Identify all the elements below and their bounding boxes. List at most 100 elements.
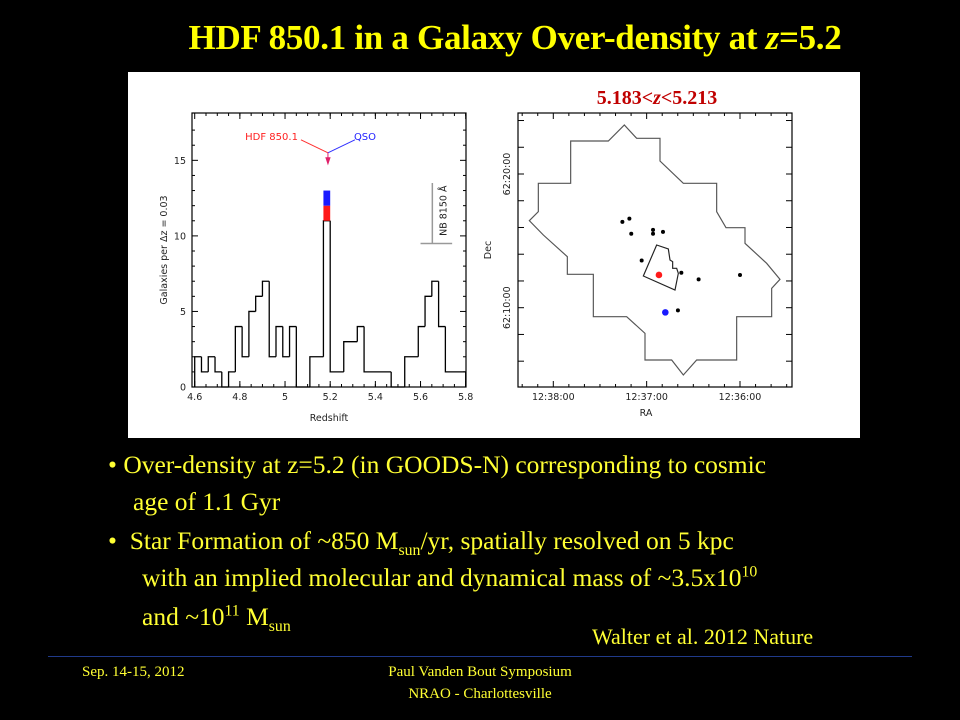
x-tick-label: 4.8 [232,392,247,403]
x-tick-label: 4.6 [187,392,202,403]
x-tick-label: 5.4 [368,392,383,403]
qso-label: QSO [354,132,376,143]
histogram-bin [322,220,331,357]
arrow-down-icon [325,152,331,166]
histogram-bin [309,356,324,387]
hdf850-bar-segment [323,205,331,221]
ra-tick-label: 12:36:00 [719,392,762,403]
bullet-1-line-1: • Over-density at z=5.2 (in GOODS-N) cor… [108,452,766,478]
bullet-icon: • [108,450,117,479]
histogram-frame [191,112,467,388]
filter-label: NB 8150 Å [437,185,449,236]
histogram-bin [356,325,365,342]
qso-point [662,309,669,316]
x-tick-label: 5.6 [413,392,428,403]
ra-tick-label: 12:37:00 [625,392,668,403]
histogram-bin [241,326,249,358]
histogram-bin [214,356,222,373]
map-xlabel: RA [640,408,653,419]
histogram-bins [194,220,467,388]
galaxy-point [738,272,742,277]
histogram-bin [207,356,216,372]
subscript: sun [268,618,291,636]
histogram-bin [275,325,283,357]
map-panel: 5.183<z<5.213 12:38:00 12:37:00 12:36:00 62… [483,87,793,419]
histogram-bin [417,325,426,357]
map-title: 5.183<z<5.213 [597,87,718,109]
bullet-2-line3-text: and ~10 [142,602,225,631]
qso-arrow-line [327,139,356,154]
x-tick-label: 5.8 [458,392,473,403]
histogram-bin [424,295,432,327]
histogram-bin [295,326,310,388]
bullet-2-line-3: and ~1011 Msun [142,602,291,634]
histogram-bin [200,356,209,373]
superscript: 10 [741,563,758,581]
histogram-bin [261,280,270,297]
map-ylabel: Dec [483,241,494,259]
map-points [620,216,742,316]
histogram-bin [404,356,419,387]
bullet-2-text: Star Formation of ~850 M [129,526,399,555]
title-suffix: =5.2 [778,18,842,57]
ra-tick-label: 12:38:00 [532,392,575,403]
histogram-bin [329,220,344,373]
histogram-bin [221,371,229,388]
histogram-bin [248,310,256,357]
histogram-bin [444,326,466,373]
histogram-bin [431,280,439,297]
histogram-bin [227,371,236,387]
figure: 4.6 4.8 5 5.2 5.4 5.6 5.8 0 5 10 15 HDF 850.1 QSO … [128,72,860,438]
histogram-bin [363,326,392,373]
histogram-bin [390,371,405,388]
histogram-bin [268,281,276,358]
bullet-2-line2-text: with an implied molecular and dynamical … [142,563,742,592]
x-tick-label: 5.2 [323,392,338,403]
bullet-2-line3-text-b: M [239,602,269,631]
histogram-bin [255,295,263,312]
histogram-bin [288,325,297,357]
y-tick-label: 10 [174,231,186,242]
galaxy-point [629,231,634,236]
footer-event: Paul Vanden Bout Symposium [388,664,572,680]
galaxy-point [639,258,644,263]
hdf850-point [655,271,663,279]
galaxy-point [696,277,701,282]
bullet-2-line-1: • Star Formation of ~850 Msun/yr, spatia… [108,526,734,559]
title-z: z [765,18,780,57]
bullet-2-line-2: with an implied molecular and dynamical … [142,563,758,592]
galaxy-point [675,308,680,313]
slide-title: HDF 850.1 in a Galaxy Over-density at z=… [0,18,960,58]
inner-field-outline [642,244,679,291]
dec-tick-label: 62:20:00 [502,153,513,196]
footer-date: Sep. 14-15, 2012 [82,664,185,680]
histogram-xlabel: Redshift [310,413,349,424]
bullet-2-text-b: /yr, spatially resolved on 5 kpc [420,526,734,555]
hdf-label: HDF 850.1 [245,132,298,143]
histogram-bin [194,356,202,387]
histogram-ticks: 4.6 4.8 5 5.2 5.4 5.6 5.8 0 5 10 15 [174,113,473,403]
bullet-icon: • [108,526,117,555]
galaxy-point [651,227,656,232]
galaxy-point [620,219,625,224]
histogram-bin [282,326,290,358]
histogram-bin [234,325,243,372]
galaxy-point [679,270,684,275]
qso-bar-segment [323,190,331,206]
subscript: sun [398,542,421,560]
histogram-bin [343,341,358,372]
galaxy-point [651,231,656,236]
histogram-bin [437,281,446,328]
superscript: 11 [224,602,240,620]
galaxy-point [660,229,665,234]
galaxy-point [627,216,632,221]
bullet-1-line-2: age of 1.1 Gyr [133,487,281,516]
dec-tick-label: 62:10:00 [502,286,513,329]
y-tick-label: 5 [180,307,186,318]
map-frame [517,112,793,388]
map-ticks: 12:38:00 12:37:00 12:36:00 62:20:00 62:10:00 [502,113,792,403]
footer-venue: NRAO - Charlottesville [408,686,552,702]
